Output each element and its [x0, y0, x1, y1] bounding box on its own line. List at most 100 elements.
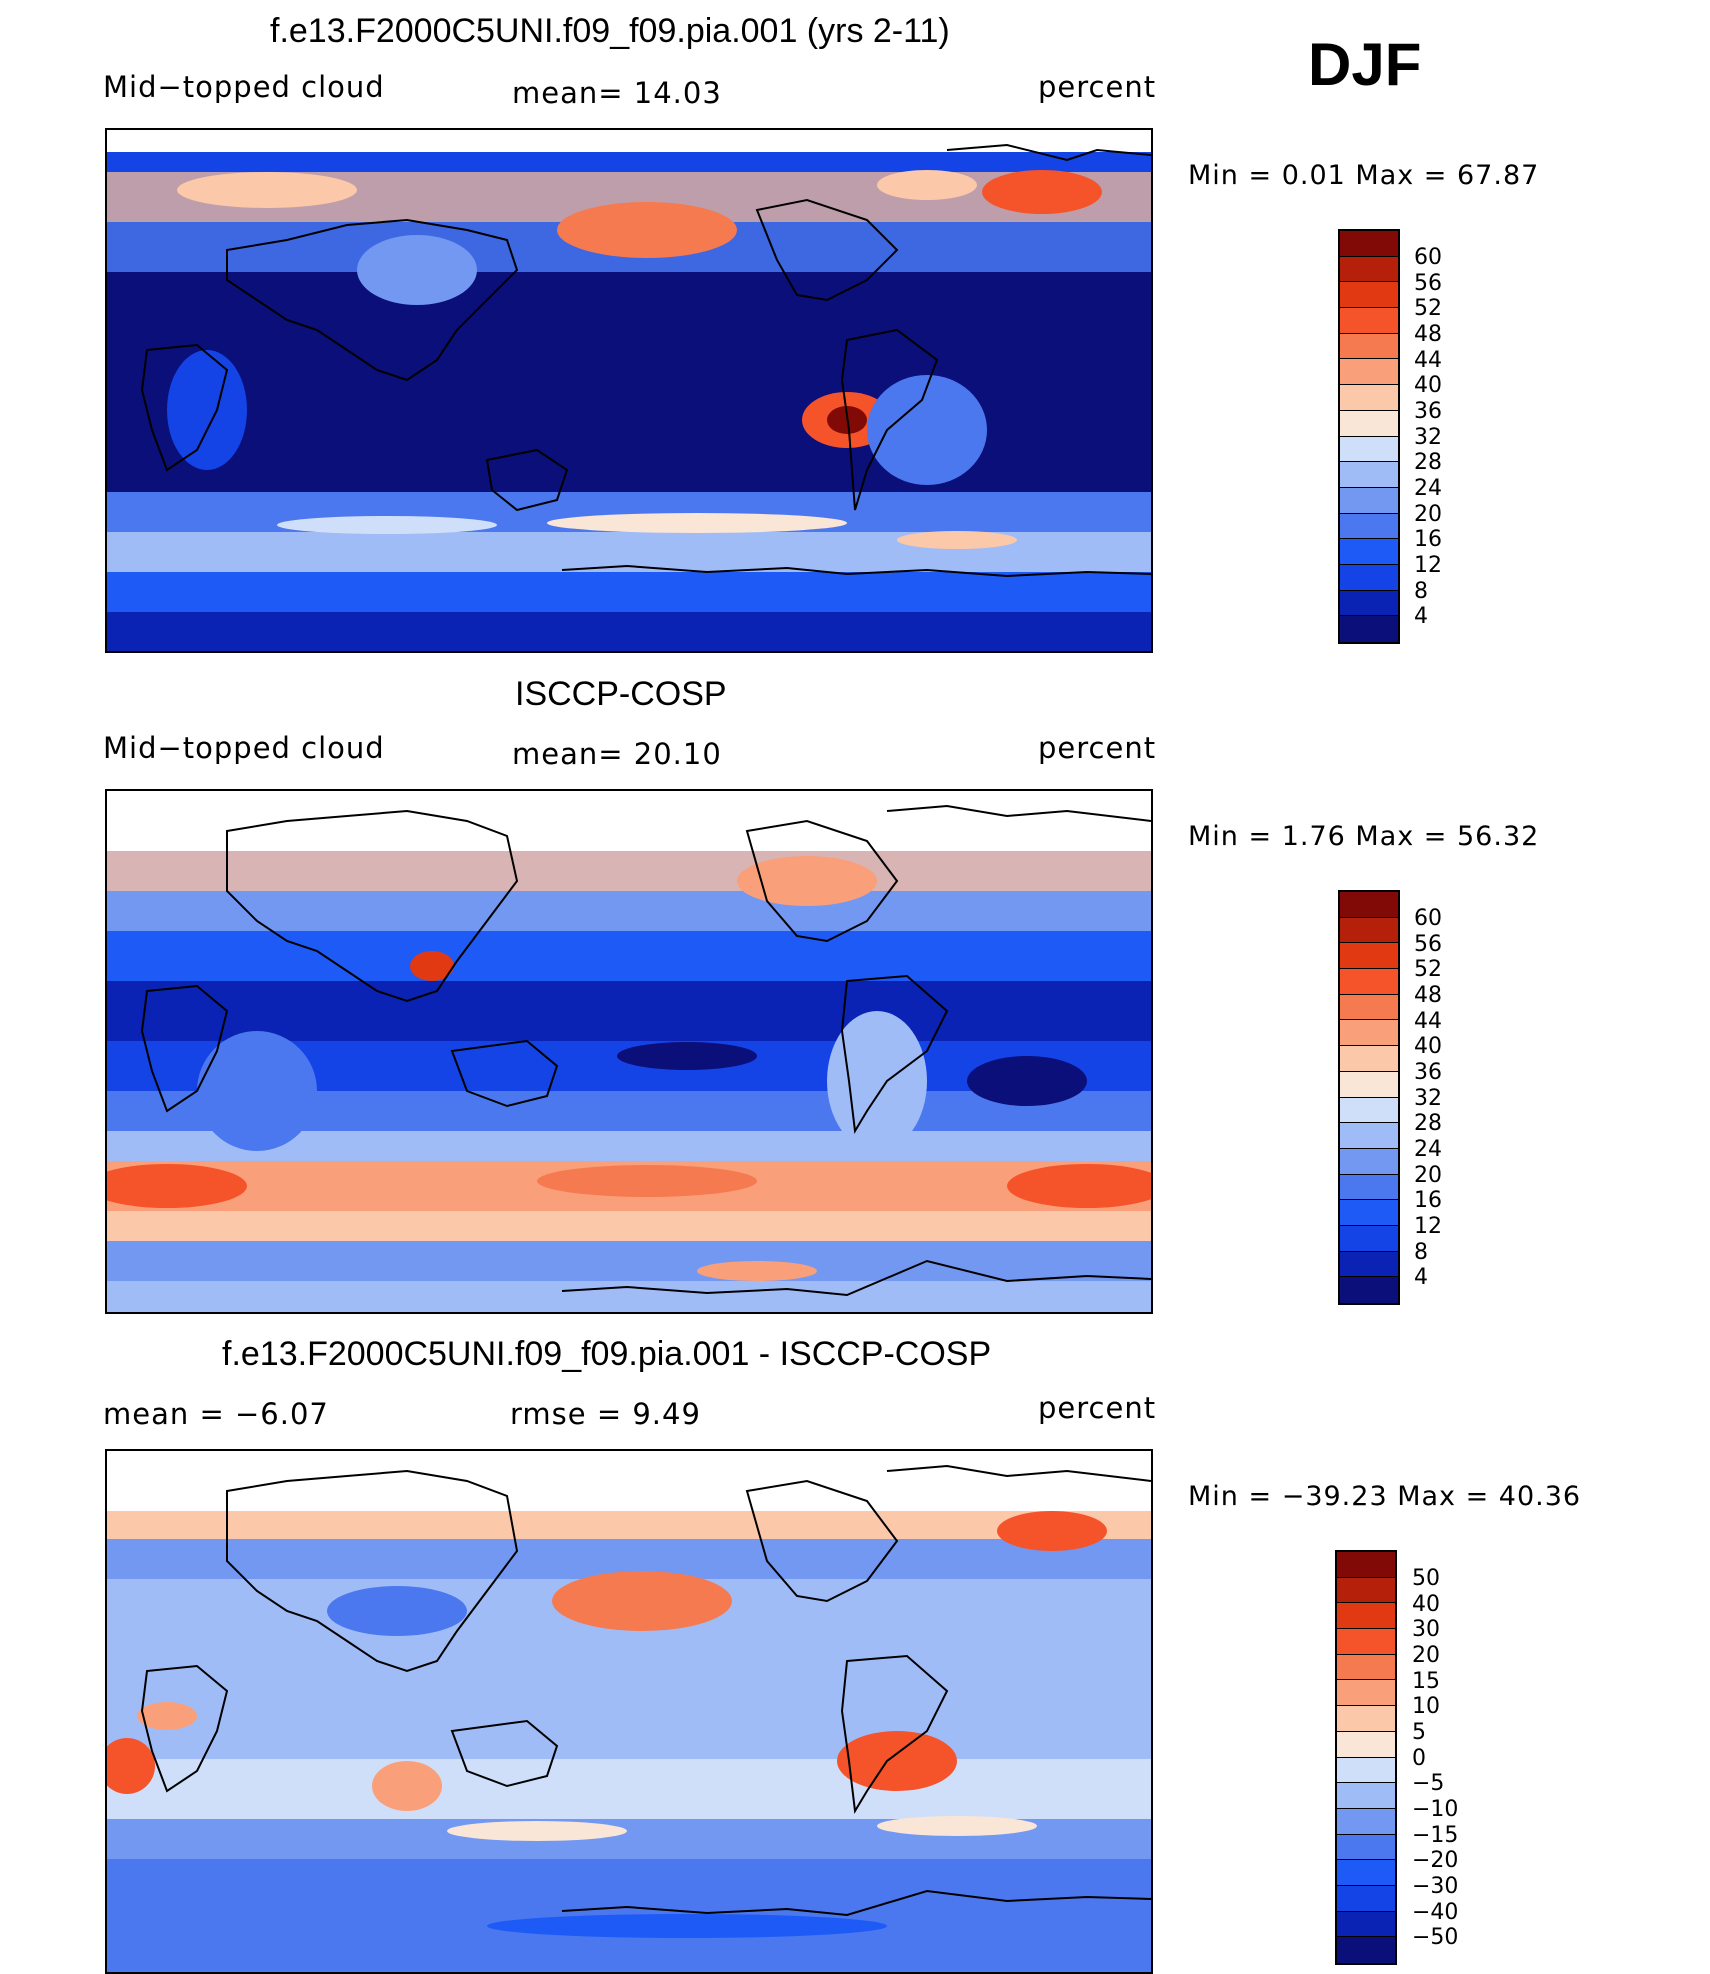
panel2-colorbar-label: 44	[1414, 1008, 1442, 1034]
panel1-title: f.e13.F2000C5UNI.f09_f09.pia.001 (yrs 2-…	[270, 12, 950, 50]
panel2-colorbar-swatch	[1340, 969, 1398, 995]
panel2-colorbar-swatch	[1340, 1020, 1398, 1047]
panel3-colorbar-label: −10	[1412, 1797, 1459, 1823]
panel3-colorbar-swatch	[1337, 1860, 1395, 1886]
panel3-colorbar-swatch	[1337, 1937, 1395, 1963]
panel3-colorbar-label: −40	[1412, 1899, 1459, 1925]
panel1-colorbar-label: 36	[1414, 398, 1442, 424]
panel1-colorbar-swatch	[1340, 308, 1398, 334]
panel1-units: percent	[1038, 70, 1157, 104]
panel2-colorbar-swatch	[1340, 1277, 1398, 1303]
panel1-colorbar-label: 28	[1414, 450, 1442, 476]
panel2-colorbar-label: 40	[1414, 1034, 1442, 1060]
panel3-colorbar-label: −5	[1412, 1771, 1445, 1797]
panel1-colorbar-label: 44	[1414, 347, 1442, 373]
panel3-colorbar-label: −15	[1412, 1822, 1459, 1848]
panel2-colorbar-label: 28	[1414, 1111, 1442, 1137]
panel1-map	[105, 128, 1153, 653]
panel2-colorbar-swatch	[1340, 1225, 1398, 1252]
panel2-colorbar-swatch	[1340, 943, 1398, 970]
panel2-colorbar-swatch	[1340, 1071, 1398, 1098]
panel3-colorbar-swatch	[1337, 1654, 1395, 1681]
panel3-colorbar-label: −20	[1412, 1848, 1459, 1874]
panel2-colorbar-label: 60	[1414, 905, 1442, 931]
panel3-colorbar-swatch	[1337, 1552, 1395, 1578]
panel2-map	[105, 789, 1153, 1314]
panel1-colorbar	[1338, 229, 1400, 644]
panel2-colorbar-label: 12	[1414, 1214, 1442, 1240]
panel3-colorbar-swatch	[1337, 1706, 1395, 1732]
panel1-colorbar-swatch	[1340, 616, 1398, 642]
panel2-colorbar-swatch	[1340, 1123, 1398, 1149]
panel1-colorbar-label: 52	[1414, 296, 1442, 322]
panel1-colorbar-swatch	[1340, 436, 1398, 463]
panel3-colorbar-swatch	[1337, 1885, 1395, 1912]
panel3-colorbar-label: 50	[1412, 1565, 1440, 1591]
panel2-colorbar-label: 32	[1414, 1085, 1442, 1111]
panel1-colorbar-swatch	[1340, 385, 1398, 411]
panel2-units: percent	[1038, 731, 1157, 765]
panel1-colorbar-swatch	[1340, 333, 1398, 360]
panel2-colorbar-label: 20	[1414, 1162, 1442, 1188]
panel2-colorbar-label: 52	[1414, 957, 1442, 983]
panel2-colorbar-label: 56	[1414, 931, 1442, 957]
panel2-colorbar-swatch	[1340, 917, 1398, 944]
panel3-colorbar-swatch	[1337, 1911, 1395, 1938]
panel1-colorbar-swatch	[1340, 590, 1398, 617]
panel1-colorbar-swatch	[1340, 513, 1398, 540]
panel3-colorbar-swatch	[1337, 1577, 1395, 1604]
panel1-colorbar-swatch	[1340, 256, 1398, 283]
panel1-colorbar-label: 12	[1414, 553, 1442, 579]
panel3-title: f.e13.F2000C5UNI.f09_f09.pia.001 - ISCCP…	[222, 1335, 992, 1373]
panel2-colorbar-swatch	[1340, 1046, 1398, 1072]
panel3-colorbar-swatch	[1337, 1834, 1395, 1861]
panel2-minmax: Min = 1.76 Max = 56.32	[1188, 821, 1540, 852]
panel1-colorbar-label: 8	[1414, 578, 1428, 604]
panel3-colorbar-label: 20	[1412, 1642, 1440, 1668]
panel3-colorbar	[1335, 1550, 1397, 1965]
panel1-colorbar-swatch	[1340, 462, 1398, 488]
panel1-variable: Mid−topped cloud	[103, 70, 385, 104]
panel3-colorbar-label: 30	[1412, 1617, 1440, 1643]
panel3-colorbar-label: −30	[1412, 1874, 1459, 1900]
panel2-colorbar-labels: 60 56 52 48 44 40 36 32 28 24 20 16 12 8 4	[1414, 905, 1474, 1295]
panel2-colorbar-label: 48	[1414, 982, 1442, 1008]
panel2-colorbar	[1338, 890, 1400, 1305]
panel1-colorbar-label: 16	[1414, 527, 1442, 553]
panel3-colorbar-label: 15	[1412, 1668, 1440, 1694]
panel1-colorbar-label: 24	[1414, 476, 1442, 502]
panel2-colorbar-swatch	[1340, 1200, 1398, 1226]
panel2-colorbar-label: 16	[1414, 1188, 1442, 1214]
panel3-colorbar-label: −50	[1412, 1925, 1459, 1951]
panel1-minmax: Min = 0.01 Max = 67.87	[1188, 160, 1540, 191]
panel2-title: ISCCP-COSP	[515, 675, 727, 713]
panel3-colorbar-labels: 50 40 30 20 15 10 5 0 −5 −10 −15 −20 −30 −40 −50	[1412, 1565, 1472, 1955]
panel3-colorbar-label: 5	[1412, 1719, 1426, 1745]
panel2-colorbar-swatch	[1340, 1251, 1398, 1278]
panel3-map	[105, 1449, 1153, 1974]
panel1-colorbar-swatch	[1340, 231, 1398, 257]
season-label: DJF	[1308, 31, 1422, 98]
panel1-colorbar-label: 40	[1414, 373, 1442, 399]
panel2-mean: mean= 20.10	[512, 737, 722, 771]
panel3-mean: mean = −6.07	[103, 1397, 329, 1431]
panel3-colorbar-swatch	[1337, 1783, 1395, 1809]
panel2-colorbar-label: 4	[1414, 1265, 1428, 1291]
panel2-colorbar-swatch	[1340, 994, 1398, 1021]
panel2-colorbar-swatch	[1340, 1148, 1398, 1175]
panel3-colorbar-swatch	[1337, 1629, 1395, 1655]
panel2-colorbar-label: 8	[1414, 1239, 1428, 1265]
panel3-rmse: rmse = 9.49	[510, 1397, 701, 1431]
panel3-colorbar-label: 0	[1412, 1745, 1426, 1771]
panel1-colorbar-swatch	[1340, 564, 1398, 591]
panel3-colorbar-label: 40	[1412, 1591, 1440, 1617]
panel1-colorbar-swatch	[1340, 410, 1398, 437]
panel3-colorbar-swatch	[1337, 1757, 1395, 1784]
panel3-colorbar-swatch	[1337, 1808, 1395, 1835]
panel1-colorbar-label: 56	[1414, 270, 1442, 296]
panel3-colorbar-swatch	[1337, 1731, 1395, 1758]
panel2-colorbar-label: 36	[1414, 1059, 1442, 1085]
panel2-colorbar-label: 24	[1414, 1137, 1442, 1163]
panel1-colorbar-label: 4	[1414, 604, 1428, 630]
panel2-colorbar-swatch	[1340, 1174, 1398, 1201]
